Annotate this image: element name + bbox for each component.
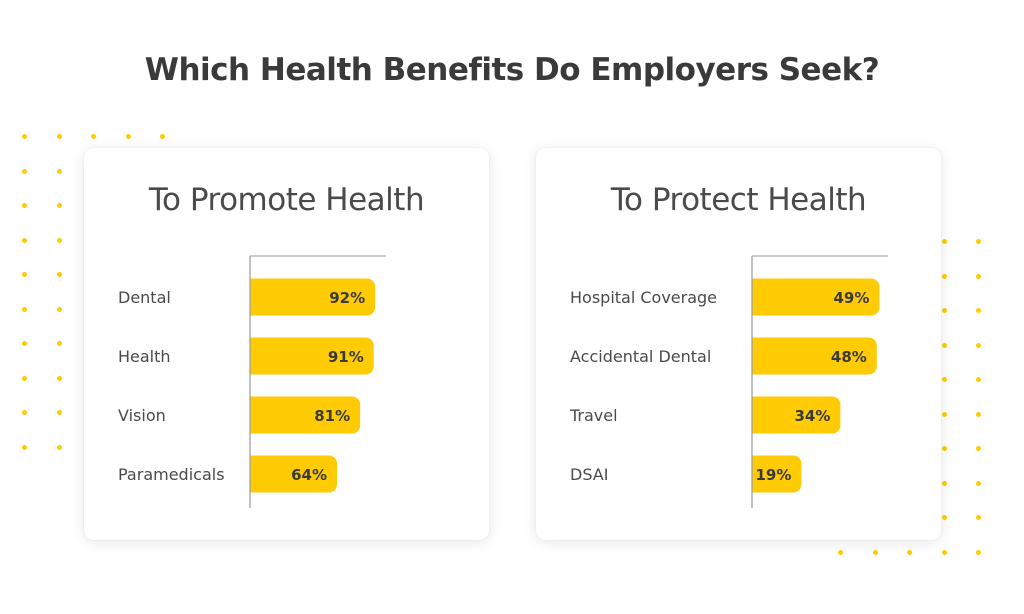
category-label: Accidental Dental <box>570 347 711 366</box>
decorative-dot <box>976 239 981 244</box>
decorative-dot <box>56 237 62 243</box>
decorative-dot <box>56 375 62 381</box>
bar <box>744 337 877 375</box>
decorative-dot <box>56 410 62 415</box>
decorative-dot <box>838 549 843 555</box>
decorative-dot <box>976 549 981 555</box>
value-label: 64% <box>291 466 327 484</box>
decorative-dot <box>56 168 62 174</box>
decorative-dot <box>22 375 27 381</box>
bar <box>242 455 338 493</box>
card-title: To Protect Health <box>610 182 867 218</box>
decorative-dot <box>160 134 165 139</box>
decorative-dot <box>941 308 947 313</box>
decorative-dot <box>22 168 27 174</box>
protect-health-card: To Protect Health Hospital Coverage 49% Ac… <box>536 148 941 540</box>
decorative-dot <box>976 515 981 520</box>
decorative-dot <box>56 272 62 277</box>
decorative-dot <box>976 377 981 382</box>
decorative-dot <box>22 410 27 415</box>
decorative-dot <box>56 341 62 346</box>
category-label: Travel <box>569 406 618 425</box>
decorative-dot <box>22 203 27 208</box>
card-title: To Promote Health <box>148 182 425 218</box>
decorative-dot <box>22 444 27 450</box>
decorative-dot <box>941 549 947 555</box>
bar <box>242 278 376 316</box>
bar <box>744 455 802 493</box>
value-label: 48% <box>831 348 867 366</box>
decorative-dot <box>976 480 981 486</box>
promote-health-bar-chart: Dental 92% Health 91% Vision 81% Paramedicals 6… <box>118 254 386 510</box>
decorative-dot <box>56 203 62 208</box>
value-label: 34% <box>794 407 830 425</box>
decorative-dot <box>56 306 62 312</box>
decorative-dot <box>22 306 27 312</box>
decorative-dot <box>941 515 947 520</box>
decorative-dot <box>22 134 27 139</box>
decorative-dot <box>976 308 981 313</box>
decorative-dot <box>56 444 62 450</box>
decorative-dot <box>56 134 62 139</box>
bar <box>242 396 361 434</box>
decorative-dot <box>941 342 947 348</box>
decorative-dot <box>872 549 878 555</box>
decorative-dot <box>941 446 947 451</box>
value-label: 81% <box>314 407 350 425</box>
category-label: Vision <box>118 406 166 425</box>
decorative-dot <box>125 134 131 139</box>
promote-health-card: To Promote Health Dental 92% Health 91% Visi… <box>84 148 489 540</box>
decorative-dot <box>941 239 947 244</box>
protect-health-bar-chart: Hospital Coverage 49% Accidental Dental 48%… <box>569 254 888 510</box>
category-label: Health <box>118 347 171 366</box>
value-label: 49% <box>833 289 869 307</box>
decorative-dot <box>22 341 27 346</box>
axis-mask <box>742 254 752 510</box>
axis-mask <box>240 254 250 510</box>
bar <box>242 337 374 375</box>
decorative-dot <box>22 237 27 243</box>
value-label: 92% <box>329 289 365 307</box>
category-label: Hospital Coverage <box>570 288 717 307</box>
decorative-dot <box>941 480 947 486</box>
decorative-dot <box>976 273 981 279</box>
decorative-dot <box>91 134 96 139</box>
page-title: Which Health Benefits Do Employers Seek? <box>144 52 880 88</box>
decorative-dot <box>976 342 981 348</box>
category-label: DSAI <box>570 465 608 484</box>
decorative-dot <box>976 411 981 417</box>
decorative-dot <box>907 549 912 555</box>
decorative-dot <box>941 273 947 279</box>
value-label: 91% <box>328 348 364 366</box>
category-label: Paramedicals <box>118 465 225 484</box>
bar <box>744 396 841 434</box>
category-label: Dental <box>118 288 171 307</box>
bar <box>744 278 880 316</box>
decorative-dot <box>976 446 981 451</box>
decorative-dot <box>941 377 947 382</box>
decorative-dot <box>941 411 947 417</box>
decorative-dot <box>22 272 27 277</box>
value-label: 19% <box>755 466 791 484</box>
